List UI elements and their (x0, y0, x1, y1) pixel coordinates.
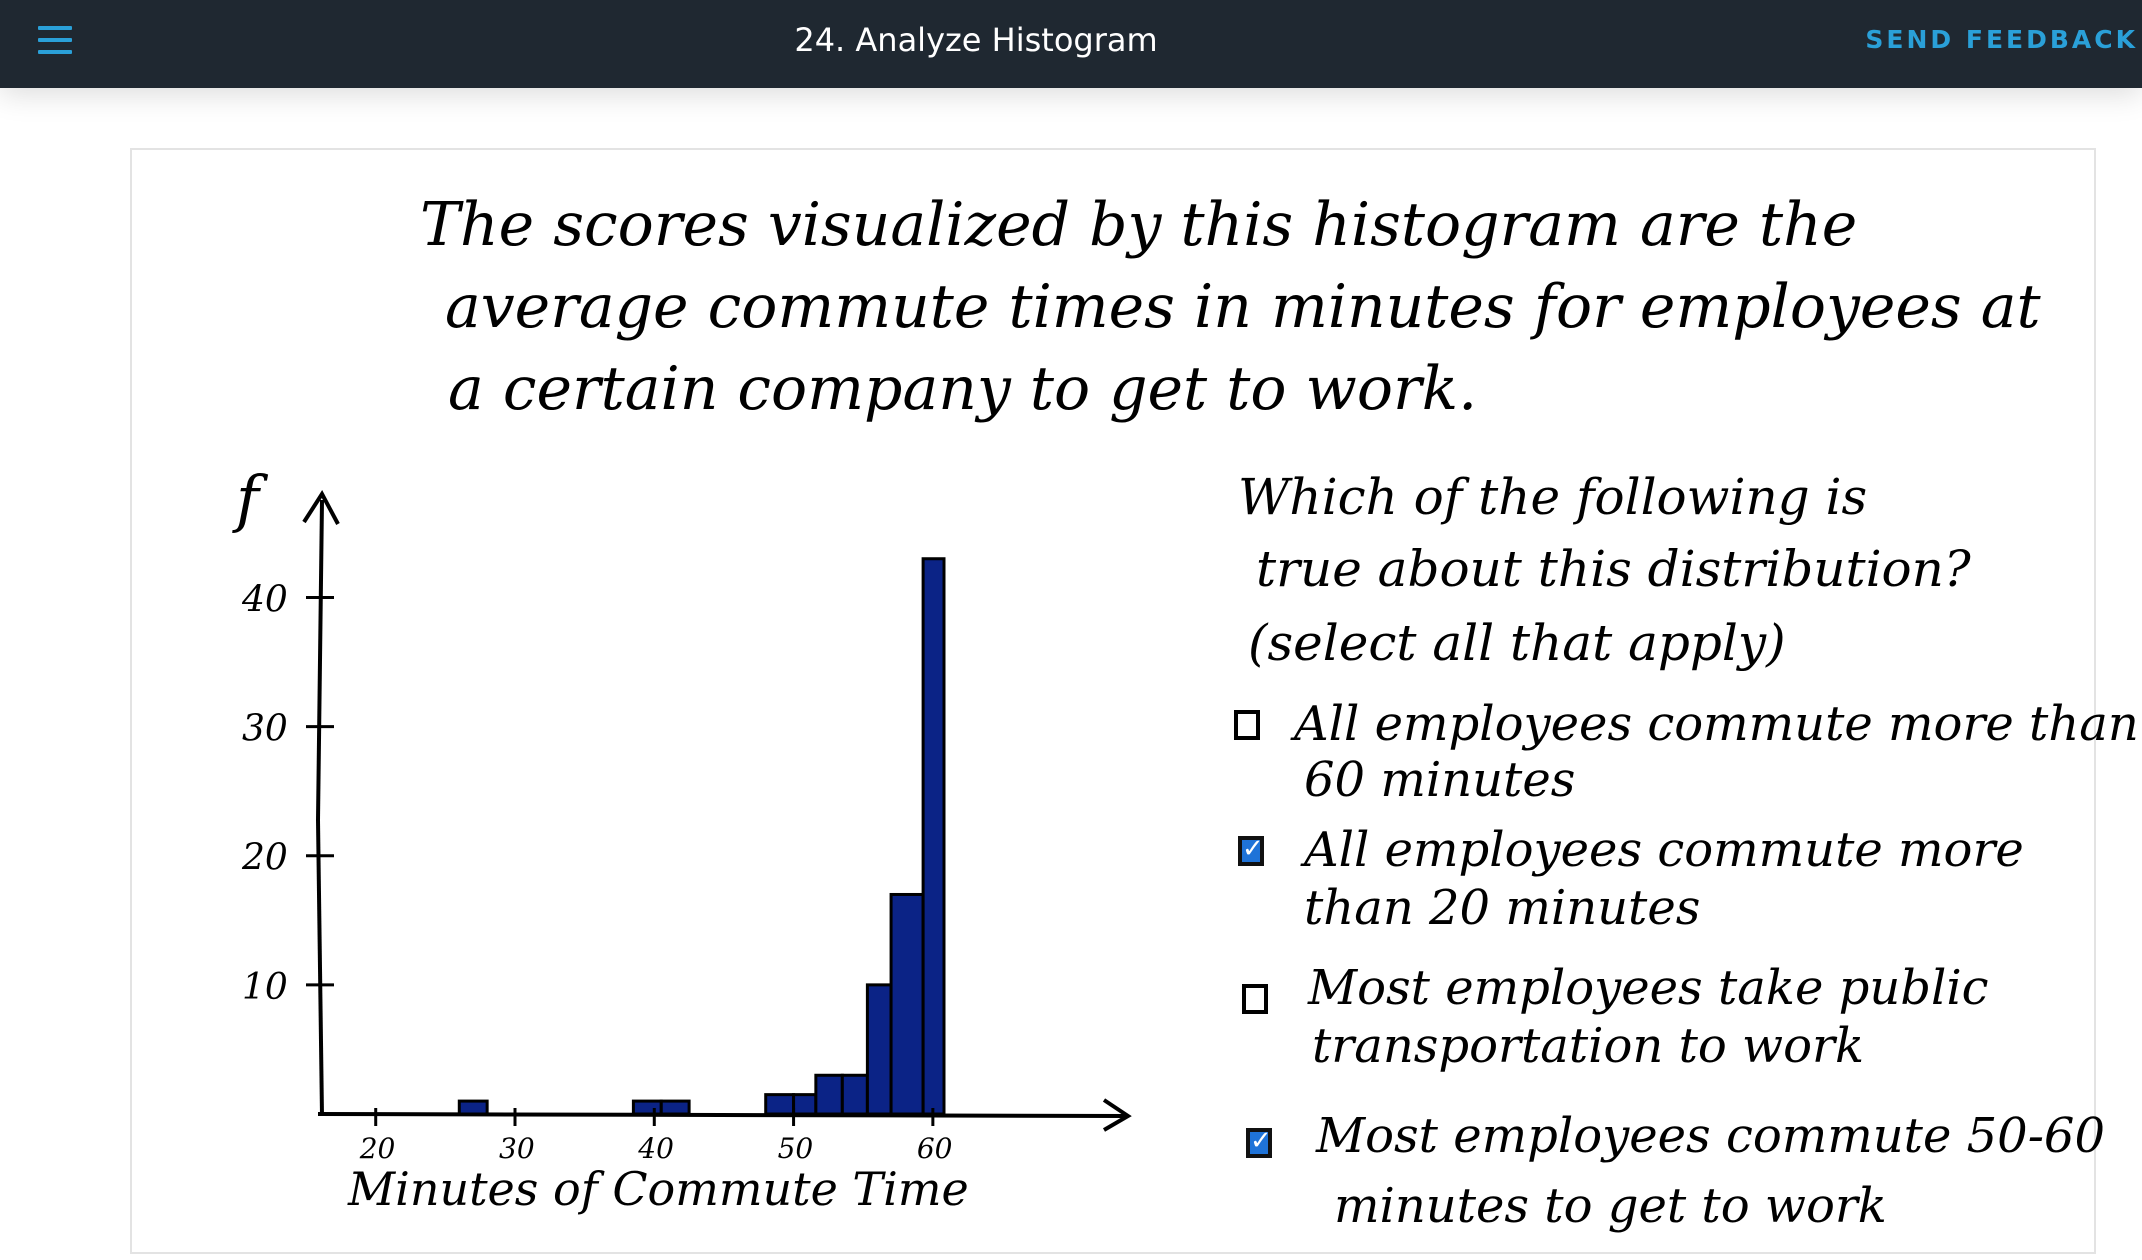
option-text: Most employees commute 50-60 (1316, 1108, 2105, 1164)
x-axis-arrow (1102, 1098, 1132, 1132)
x-tick-label: 40 (637, 1132, 674, 1165)
question-line: true about this distribution? (1256, 540, 1971, 598)
histogram-bar (764, 1093, 796, 1116)
histogram-bar (792, 1093, 818, 1116)
histogram-bar (865, 983, 893, 1116)
y-tick-label: 10 (242, 967, 288, 1008)
option-text: than 20 minutes (1304, 880, 1701, 936)
y-tick-label: 20 (241, 838, 288, 879)
histogram-bar (631, 1099, 663, 1116)
x-tick-label: 30 (499, 1132, 535, 1165)
option-text: Most employees take public (1308, 960, 1989, 1016)
x-tick-label: 60 (917, 1132, 953, 1165)
y-axis-label: f (232, 462, 269, 535)
chart-axes (302, 490, 1132, 1132)
option-text: 60 minutes (1304, 752, 1576, 808)
send-feedback-button[interactable]: SEND FEEDBACK (1865, 25, 2138, 54)
histogram-bar (814, 1073, 844, 1116)
checkbox[interactable] (1242, 984, 1268, 1014)
option-text: transportation to work (1312, 1018, 1865, 1074)
question-line: (select all that apply) (1248, 614, 1786, 672)
exercise-card (130, 148, 2096, 1254)
x-axis (317, 1112, 1127, 1118)
question-line: Which of the following is (1238, 468, 1868, 526)
histogram-bar (659, 1099, 691, 1116)
option-text: All employees commute more (1304, 822, 2024, 878)
histogram-chart: 10 20 30 40 20 30 40 50 60 f Minutes of Commute … (232, 462, 1132, 1216)
y-axis-arrow (302, 490, 340, 525)
axis-ticks: 10 20 30 40 20 30 40 50 60 (241, 579, 952, 1165)
checkbox-checked[interactable] (1246, 1126, 1272, 1158)
y-axis-upper (316, 499, 324, 821)
option-text: minutes to get to work (1334, 1178, 1887, 1234)
y-tick-label: 40 (241, 579, 288, 620)
top-bar: 24. Analyze Histogram SEND FEEDBACK (0, 0, 2142, 88)
histogram-bars (457, 557, 946, 1116)
y-axis (316, 819, 324, 1117)
histogram-bar (457, 1099, 489, 1116)
option-text: All employees commute more than (1294, 696, 2139, 752)
histogram-bar (921, 557, 946, 1116)
prompt-line: a certain company to get to work. (448, 354, 1478, 424)
prompt-line: average commute times in minutes for emp… (445, 272, 2041, 342)
page-title: 24. Analyze Histogram (794, 21, 1158, 59)
x-axis-label: Minutes of Commute Time (347, 1162, 969, 1216)
histogram-bar (889, 892, 925, 1116)
y-tick-label: 30 (242, 709, 288, 750)
histogram-bar (840, 1073, 869, 1116)
checkbox-checked[interactable] (1238, 834, 1264, 866)
hamburger-menu-icon[interactable] (36, 22, 76, 58)
x-tick-label: 20 (359, 1132, 396, 1165)
x-tick-label: 50 (778, 1132, 814, 1165)
prompt-line: The scores visualized by this histogram … (420, 190, 1858, 260)
checkbox[interactable] (1234, 710, 1260, 740)
